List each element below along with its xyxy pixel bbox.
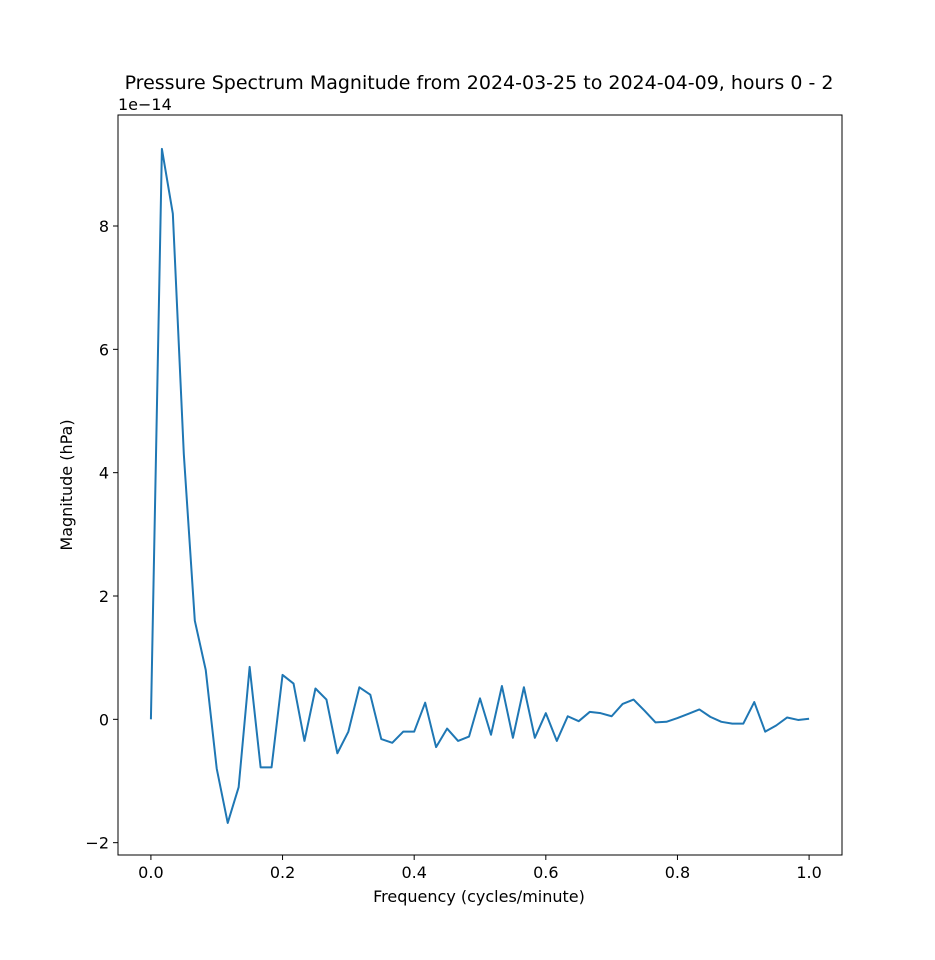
x-axis-label: Frequency (cycles/minute) — [373, 887, 585, 906]
y-axis: −2 0 2 4 6 8 — [85, 217, 118, 853]
x-tick-label: 0.2 — [270, 863, 295, 882]
y-axis-label: Magnitude (hPa) — [57, 419, 76, 550]
x-tick-label: 0.4 — [401, 863, 426, 882]
y-tick-label: 2 — [99, 587, 109, 606]
y-tick-label: 0 — [99, 710, 109, 729]
x-tick-label: 0.6 — [533, 863, 558, 882]
x-tick-label: 1.0 — [796, 863, 821, 882]
y-tick-label: 8 — [99, 217, 109, 236]
x-tick-label: 0.0 — [138, 863, 163, 882]
plot-background — [118, 115, 842, 855]
y-tick-label: 6 — [99, 340, 109, 359]
x-tick-label: 0.8 — [665, 863, 690, 882]
y-offset-label: 1e−14 — [118, 95, 172, 114]
y-tick-label: 4 — [99, 464, 109, 483]
series-line — [149, 147, 810, 824]
y-tick-label: −2 — [85, 834, 109, 853]
chart-title: Pressure Spectrum Magnitude from 2024-03… — [125, 72, 834, 94]
plot-frame — [117, 114, 843, 856]
x-axis: 0.0 0.2 0.4 0.6 0.8 1.0 — [138, 855, 822, 882]
plot-area — [117, 114, 843, 856]
